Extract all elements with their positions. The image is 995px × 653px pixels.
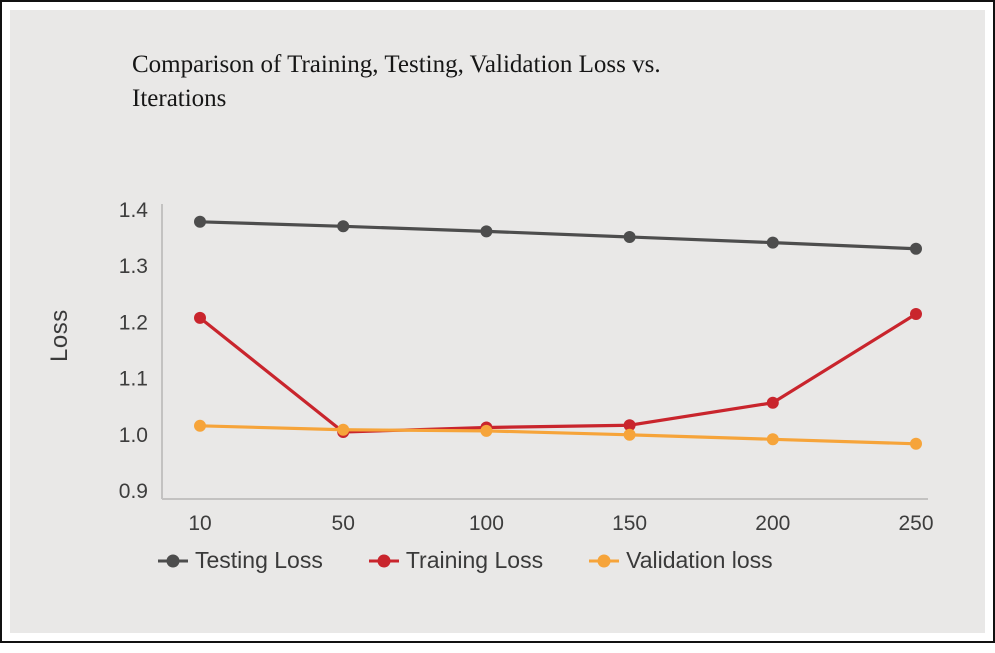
y-tick-label: 1.4 — [119, 199, 149, 222]
data-point-validation-loss — [910, 437, 922, 450]
data-point-validation-loss — [480, 424, 493, 437]
data-point-validation-loss — [194, 419, 206, 432]
y-tick-label: 1.0 — [119, 424, 148, 447]
data-point-training-loss — [194, 311, 206, 324]
x-tick-label: 10 — [188, 512, 211, 535]
data-point-validation-loss — [337, 423, 350, 436]
x-tick-label: 200 — [755, 512, 790, 535]
data-point-training-loss — [910, 307, 922, 320]
chart-title: Comparison of Training, Testing, Validat… — [132, 48, 772, 116]
y-tick-label: 1.3 — [119, 255, 148, 278]
y-tick-label: 0.9 — [119, 480, 148, 503]
legend-label: Training Loss — [405, 547, 544, 573]
legend-marker-icon — [158, 554, 188, 567]
data-point-validation-loss — [766, 433, 779, 446]
chart-legend: Testing Loss Training Loss Validation loss — [158, 547, 773, 574]
y-tick-label: 1.1 — [119, 368, 148, 391]
legend-label: Validation loss — [626, 547, 773, 573]
legend-item-training-loss: Training Loss — [368, 547, 544, 574]
data-point-validation-loss — [623, 428, 636, 441]
series-line-validation-loss — [199, 424, 917, 446]
chart-title-line-1: Comparison of Training, Testing, Validat… — [132, 51, 661, 78]
legend-item-testing-loss: Testing Loss — [158, 547, 323, 574]
legend-marker-icon — [589, 554, 620, 567]
x-tick-label: 150 — [612, 512, 647, 535]
x-tick-label: 250 — [898, 512, 933, 535]
chart-title-line-2: Iterations — [132, 84, 227, 112]
data-point-testing-loss — [480, 225, 493, 238]
series-line-training-loss — [199, 312, 917, 434]
data-point-training-loss — [623, 419, 636, 432]
x-tick-label: 100 — [469, 512, 504, 535]
series-line-testing-loss — [199, 220, 917, 251]
legend-label: Testing Loss — [195, 547, 323, 573]
y-tick-label: 1.2 — [119, 311, 148, 334]
data-point-testing-loss — [337, 220, 350, 233]
plot-area: 0.9 1.0 1.1 1.2 1.3 1.4 10 50 100 150 200 250 — [119, 199, 934, 535]
data-point-training-loss — [766, 396, 779, 409]
x-tick-label: 50 — [332, 512, 355, 535]
data-point-testing-loss — [910, 242, 922, 255]
data-point-testing-loss — [194, 215, 206, 228]
legend-item-validation-loss: Validation loss — [589, 547, 773, 574]
data-point-testing-loss — [766, 236, 779, 249]
data-point-testing-loss — [623, 230, 636, 243]
legend-marker-icon — [368, 554, 399, 567]
chart-panel: Comparison of Training, Testing, Validat… — [10, 10, 985, 633]
